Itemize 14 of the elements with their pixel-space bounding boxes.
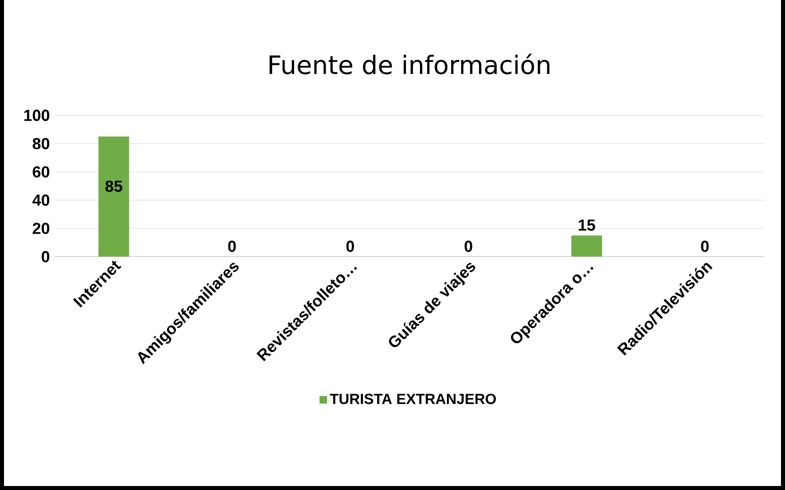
data-label: 0 — [701, 240, 709, 252]
data-label: 0 — [228, 240, 236, 252]
legend-label: TURISTA EXTRANJERO — [330, 394, 496, 404]
data-label: 0 — [346, 240, 354, 252]
y-tick-label: 60 — [32, 166, 50, 178]
data-label: 0 — [464, 240, 472, 252]
data-label: 15 — [578, 220, 596, 231]
y-tick-label: 40 — [32, 194, 50, 206]
y-tick-label: 100 — [24, 110, 50, 121]
y-tick-label: 20 — [32, 222, 50, 234]
y-tick-label: 0 — [42, 251, 50, 262]
chart-title: Fuente de información — [270, 54, 550, 74]
data-label: 85 — [105, 180, 122, 192]
y-tick-label: 80 — [32, 138, 50, 150]
